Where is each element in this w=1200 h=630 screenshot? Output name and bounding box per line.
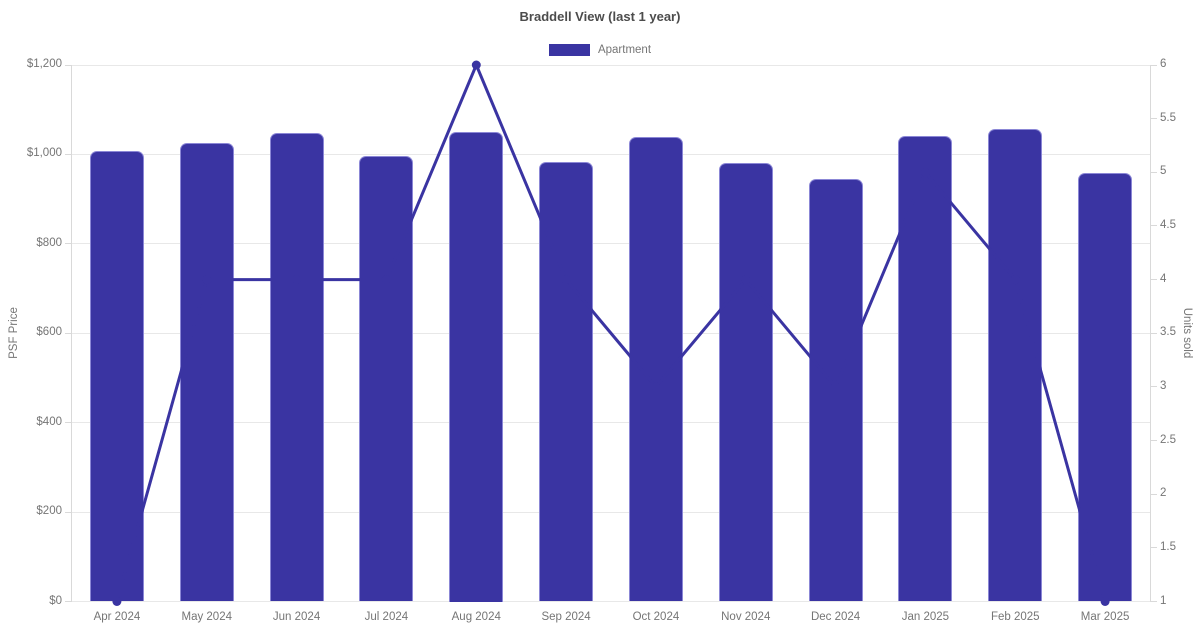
- y-axis-tick-right: [1150, 171, 1157, 173]
- bar-jan-2025[interactable]: [898, 135, 953, 602]
- x-axis-label-may-2024: May 2024: [181, 611, 232, 623]
- y-axis-tick-label-right: 5: [1160, 165, 1167, 178]
- bar-dec-2024[interactable]: [808, 179, 863, 602]
- x-axis-label-sep-2024: Sep 2024: [541, 611, 591, 623]
- y-axis-tick-label-right: 1: [1160, 594, 1167, 607]
- bar-jun-2024[interactable]: [269, 132, 324, 602]
- y-axis-tick-right: [1150, 440, 1157, 442]
- y-axis-tick-label-left: $800: [36, 236, 62, 249]
- x-axis-label-jun-2024: Jun 2024: [272, 611, 321, 623]
- y-axis-tick-left: [65, 153, 72, 155]
- chart-title: Braddell View (last 1 year): [519, 9, 681, 24]
- y-axis-tick-right: [1150, 225, 1157, 227]
- bar-apr-2024[interactable]: [89, 150, 144, 602]
- bar-nov-2024[interactable]: [718, 163, 773, 602]
- y-axis-tick-label-right: 4: [1160, 272, 1167, 285]
- x-axis-label-oct-2024: Oct 2024: [632, 611, 680, 623]
- gridline: [72, 64, 1150, 66]
- y-axis-tick-right: [1150, 601, 1157, 602]
- y-axis-tick-left: [65, 332, 72, 334]
- y-axis-line-right: [1150, 65, 1151, 602]
- y-axis-tick-left: [65, 422, 72, 424]
- bar-mar-2025[interactable]: [1078, 173, 1133, 602]
- y-axis-tick-label-right: 4.5: [1160, 218, 1176, 231]
- y-axis-tick-left: [65, 511, 72, 513]
- x-axis-label-aug-2024: Aug 2024: [451, 611, 501, 623]
- y-axis-tick-label-right: 5.5: [1160, 111, 1176, 124]
- x-axis-label-feb-2025: Feb 2025: [990, 611, 1040, 623]
- x-axis-label-dec-2024: Dec 2024: [810, 611, 861, 623]
- x-axis-label-apr-2024: Apr 2024: [93, 611, 141, 623]
- bar-sep-2024[interactable]: [539, 162, 594, 602]
- y-axis-tick-label-right: 3.5: [1160, 326, 1176, 339]
- y-axis-tick-right: [1150, 547, 1157, 549]
- y-axis-tick-right: [1150, 118, 1157, 120]
- bar-feb-2025[interactable]: [988, 128, 1043, 602]
- y-axis-tick-label-right: 2: [1160, 487, 1167, 500]
- y-axis-tick-right: [1150, 332, 1157, 334]
- y-axis-tick-label-left: $0: [49, 594, 62, 607]
- y-axis-tick-right: [1150, 64, 1157, 66]
- bar-aug-2024[interactable]: [449, 132, 504, 602]
- y-axis-tick-label-right: 2.5: [1160, 433, 1176, 446]
- x-axis-label-mar-2025: Mar 2025: [1080, 611, 1130, 623]
- y-axis-tick-label-left: $1,200: [26, 58, 62, 70]
- y-axis-tick-label-right: 3: [1160, 379, 1167, 392]
- legend-swatch-apartment: [548, 44, 590, 56]
- y-axis-tick-right: [1150, 493, 1157, 495]
- y-axis-tick-label-right: 6: [1160, 58, 1167, 70]
- x-axis-label-nov-2024: Nov 2024: [721, 611, 771, 623]
- bar-jul-2024[interactable]: [359, 156, 414, 602]
- bar-may-2024[interactable]: [179, 142, 234, 602]
- y-axis-tick-right: [1150, 279, 1157, 281]
- legend-label-apartment: Apartment: [597, 44, 652, 56]
- y-axis-tick-label-right: 1.5: [1160, 540, 1176, 553]
- legend[interactable]: Apartment: [0, 42, 1200, 58]
- y-axis-tick-label-left: $600: [36, 326, 62, 339]
- y-axis-tick-left: [65, 601, 72, 602]
- y-axis-tick-label-left: $200: [36, 505, 62, 518]
- gridline: [72, 601, 1150, 602]
- y-axis-line-left: [71, 65, 72, 602]
- y-axis-tick-label-left: $1,000: [26, 147, 62, 160]
- y-axis-tick-right: [1150, 386, 1157, 388]
- x-axis-label-jul-2024: Jul 2024: [364, 611, 409, 623]
- bar-oct-2024[interactable]: [628, 136, 683, 602]
- y-axis-tick-label-left: $400: [36, 415, 62, 428]
- x-axis-label-jan-2025: Jan 2025: [901, 611, 950, 623]
- y-axis-tick-left: [65, 64, 72, 66]
- y-axis-tick-left: [65, 243, 72, 245]
